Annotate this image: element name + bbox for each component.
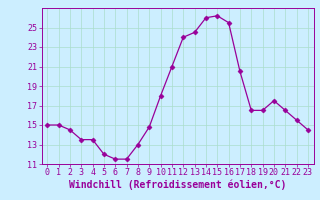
X-axis label: Windchill (Refroidissement éolien,°C): Windchill (Refroidissement éolien,°C): [69, 180, 286, 190]
